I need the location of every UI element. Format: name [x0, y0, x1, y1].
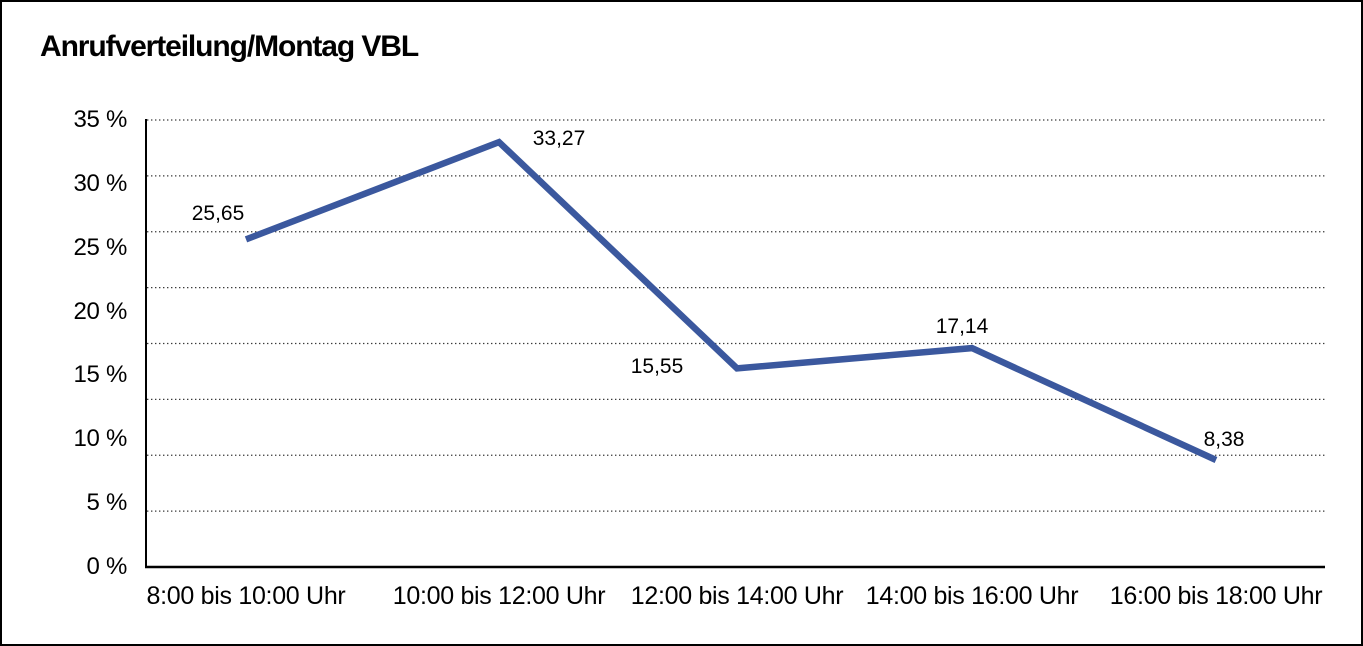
y-axis-tick-label: 30 % [73, 169, 127, 197]
x-axis-category-label: 14:00 bis 16:00 Uhr [865, 582, 1079, 610]
y-axis-tick-label: 0 % [86, 553, 128, 580]
x-axis-category-label: 10:00 bis 12:00 Uhr [392, 582, 606, 610]
x-axis-category-label: 8:00 bis 10:00 Uhr [146, 582, 346, 610]
y-axis-tick-label: 35 % [73, 106, 127, 133]
y-axis-tick-label: 20 % [73, 297, 127, 325]
data-point-label: 15,55 [630, 355, 684, 379]
y-axis-tick-label: 5 % [86, 489, 128, 517]
data-point-label: 8,38 [1203, 427, 1245, 451]
data-point-label: 33,27 [532, 127, 586, 151]
chart-title: Anrufverteilung/Montag VBL [40, 30, 419, 63]
x-axis-category-label: 12:00 bis 14:00 Uhr [630, 582, 844, 610]
y-axis-tick-label: 10 % [73, 425, 127, 453]
y-axis-tick-label: 15 % [73, 361, 127, 389]
data-point-label: 25,65 [191, 202, 245, 226]
x-axis-category-label: 16:00 bis 18:00 Uhr [1109, 582, 1323, 610]
data-series-line [244, 138, 1218, 463]
data-point-label: 17,14 [935, 315, 989, 339]
y-axis-tick-label: 25 % [73, 233, 127, 261]
